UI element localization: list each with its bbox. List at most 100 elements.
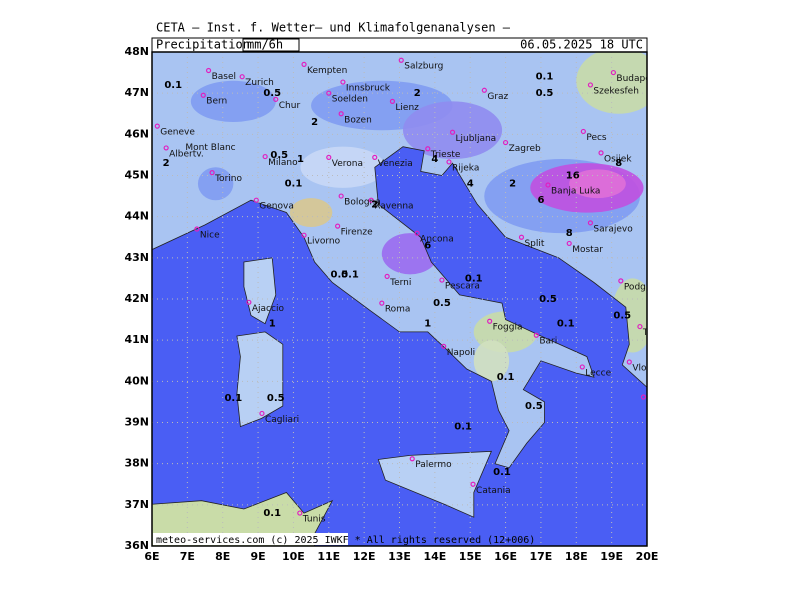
city-label: Palermo [415,460,452,470]
contour-label: 2 [311,117,318,128]
city-marker [379,300,385,306]
land [377,450,493,518]
city-marker [398,57,404,63]
contour-label: 1 [297,154,304,165]
contour-label: 0.1 [493,467,511,478]
lon-tick-label: 18E [565,550,588,563]
lon-tick-label: 20E [636,550,659,563]
city-marker [194,226,200,232]
contour-label: 0.5 [525,401,543,412]
city-layer: Basel Zurich Kempten Salzburg Innsbruck Bern C… [154,57,668,525]
contour-label: 0.1 [224,393,242,404]
city-label: Pecs [586,133,607,143]
contour-label: 8 [615,158,622,169]
city-marker [580,128,586,135]
city-marker [579,364,585,370]
city-label: Livorno [307,237,341,247]
city-marker [470,481,476,487]
city-marker [449,129,456,135]
city-marker [259,410,265,417]
lon-tick-label: 14E [423,550,446,563]
contour-label: 0.1 [454,422,472,433]
lon-tick-label: 7E [180,550,195,563]
sea [152,146,647,546]
city-label: Nice [200,231,220,241]
city-label: Bologna [344,198,381,208]
city-marker [414,230,420,236]
city-marker [481,87,487,93]
city-label: Genova [259,202,294,212]
lat-tick-label: 43N [124,251,149,264]
city-marker [338,193,344,199]
city-label: Split [524,239,544,249]
contour-label: 0.1 [497,372,515,383]
city-label: Roma [385,305,411,315]
city-marker [441,343,447,349]
land [236,331,284,428]
precip-area [197,167,234,201]
city-marker [518,234,525,240]
city-label: Osijek [604,154,632,164]
footer-bg [153,533,348,545]
lat-tick-label: 42N [124,292,149,305]
city-label: Mostar [572,245,603,255]
lon-tick-label: 11E [317,550,340,563]
city-label: Basel [212,72,236,82]
city-label: Podgorica [624,282,668,292]
city-marker [587,220,594,226]
contour-label: 0.1 [285,179,303,190]
city-label: Milano [268,158,298,168]
contour-label: 0.5 [263,88,281,99]
precip-area [190,80,276,122]
city-marker [425,146,431,152]
city-label: Bozen [344,115,372,125]
contour-label: 8 [566,228,573,239]
city-marker [384,273,390,279]
city-marker [262,153,268,160]
lon-tick-label: 10E [282,550,305,563]
lat-tick-label: 38N [124,457,149,470]
product: Precipitation [156,38,250,52]
city-label: Trieste [430,150,461,160]
lon-tick-label: 12E [353,550,376,563]
city-marker [301,232,307,238]
contour-label: 0.5 [539,294,557,305]
contour-label: 2 [414,88,421,99]
city-label: Tunis [302,515,326,525]
lat-tick-label: 41N [124,333,149,346]
map-frame [151,51,648,547]
city-marker [439,277,445,283]
lon-tick-label: 6E [144,550,159,563]
contour-label: 2 [371,199,378,210]
contour-label: 0.5 [331,269,349,280]
city-label: Szekesfeh [593,86,639,96]
lat-tick-label: 45N [124,169,149,182]
map-area [152,52,647,546]
city-marker [409,456,415,462]
contour-label: 0.1 [536,72,554,83]
contour-label: 0.5 [536,88,554,99]
contour-label: 0.5 [613,310,631,321]
lat-tick-label: 46N [124,127,149,140]
city-label: Firenze [341,228,373,238]
city-label: Ravenna [374,202,413,212]
contour-label: 0.1 [465,273,483,284]
city-marker [154,123,160,129]
city-label: Pescara [445,282,480,292]
city-label: Salzburg [404,62,443,72]
city-marker [368,197,374,203]
city-label: Rijeka [452,163,479,173]
lat-tick-label: 36N [124,539,149,552]
city-marker [502,139,509,146]
lat-tick-label: 47N [124,86,149,99]
city-marker [253,197,259,203]
city-label: Verona [332,159,363,169]
city-marker [335,223,341,229]
city-label: Innsbruck [346,84,391,94]
lat-tick-label: 39N [124,416,149,429]
city-marker [326,154,332,160]
city-marker [372,154,378,160]
precip-area [289,198,333,227]
city-label: Budapest [616,74,659,84]
city-marker [487,318,493,324]
